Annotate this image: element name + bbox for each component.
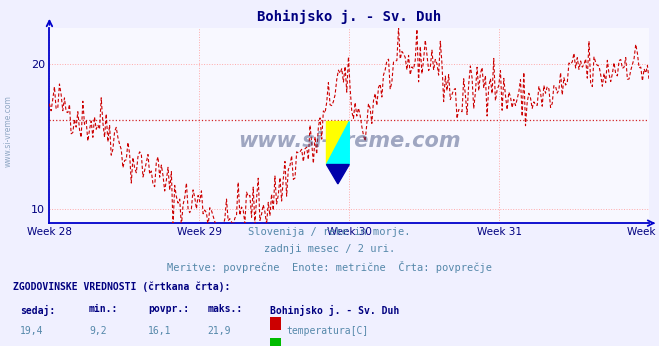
- Polygon shape: [326, 165, 349, 184]
- Text: min.:: min.:: [89, 304, 119, 315]
- Text: 16,1: 16,1: [148, 326, 172, 336]
- Text: Meritve: povprečne  Enote: metrične  Črta: povprečje: Meritve: povprečne Enote: metrične Črta:…: [167, 261, 492, 273]
- Text: povpr.:: povpr.:: [148, 304, 189, 315]
- Text: maks.:: maks.:: [208, 304, 243, 315]
- Text: ZGODOVINSKE VREDNOSTI (črtkana črta):: ZGODOVINSKE VREDNOSTI (črtkana črta):: [13, 282, 231, 292]
- Text: www.si-vreme.com: www.si-vreme.com: [3, 95, 13, 167]
- Text: sedaj:: sedaj:: [20, 304, 55, 316]
- Polygon shape: [326, 121, 349, 165]
- Text: 19,4: 19,4: [20, 326, 43, 336]
- Text: zadnji mesec / 2 uri.: zadnji mesec / 2 uri.: [264, 244, 395, 254]
- Text: Bohinjsko j. - Sv. Duh: Bohinjsko j. - Sv. Duh: [270, 304, 399, 316]
- Text: 21,9: 21,9: [208, 326, 231, 336]
- Polygon shape: [326, 121, 349, 165]
- Text: 9,2: 9,2: [89, 326, 107, 336]
- Text: www.si-vreme.com: www.si-vreme.com: [238, 131, 461, 151]
- Text: temperatura[C]: temperatura[C]: [287, 326, 369, 336]
- Text: Slovenija / reke in morje.: Slovenija / reke in morje.: [248, 227, 411, 237]
- Title: Bohinjsko j. - Sv. Duh: Bohinjsko j. - Sv. Duh: [257, 10, 442, 24]
